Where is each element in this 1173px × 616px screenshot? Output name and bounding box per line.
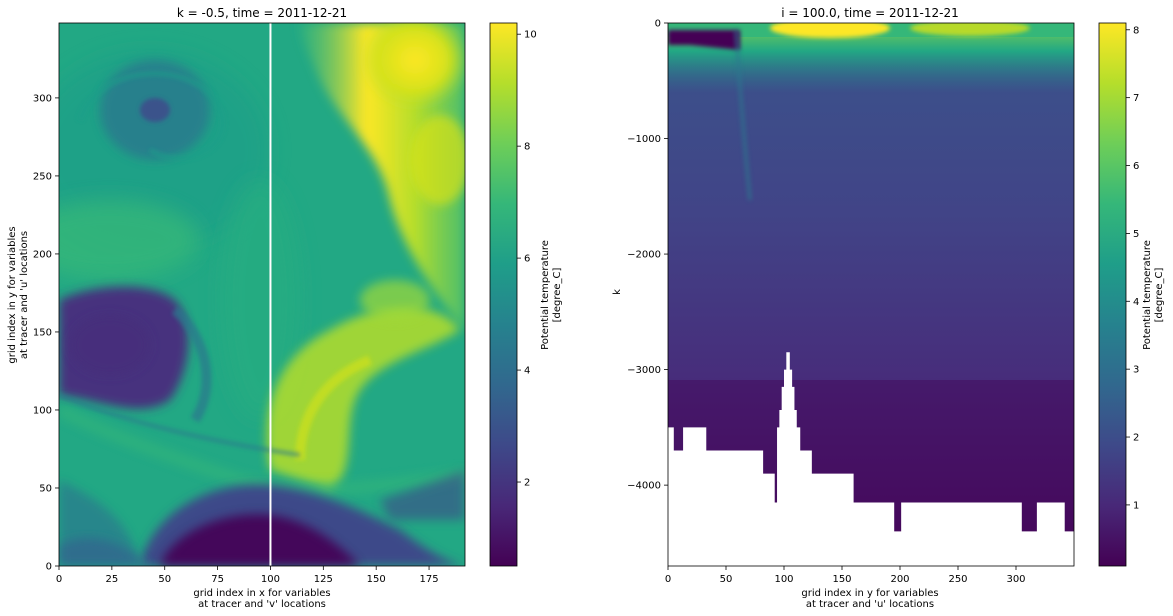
x-tick-label: 100 bbox=[261, 574, 280, 585]
colorbar-tick-label: 8 bbox=[1133, 25, 1139, 36]
right-colorbar-label-line2: [degree_C] bbox=[1154, 267, 1165, 322]
colorbar-tick-label: 6 bbox=[524, 254, 530, 265]
left-x-label-line1: grid index in x for variables bbox=[193, 588, 330, 599]
right-section-panel: i = 100.0, time = 2011-12-21 0 50 100 150 20… bbox=[612, 6, 1075, 610]
left-heatmap-panel: k = -0.5, time = 2011-12-21 bbox=[7, 6, 466, 610]
left-colorbar-label-line2: [degree_C] bbox=[552, 267, 563, 322]
left-heatmap-image bbox=[59, 23, 465, 566]
right-x-label-line1: grid index in y for variables bbox=[801, 588, 938, 599]
y-tick-label: 0 bbox=[655, 19, 661, 30]
x-tick-label: 125 bbox=[314, 574, 333, 585]
left-y-ticks: 0 50 100 150 200 250 300 bbox=[33, 93, 59, 573]
x-tick-label: 75 bbox=[211, 574, 224, 585]
y-tick-label: 250 bbox=[33, 171, 52, 182]
y-tick-label: 100 bbox=[33, 405, 52, 416]
y-tick-label: −3000 bbox=[627, 365, 661, 376]
right-heatmap-image bbox=[668, 23, 1074, 566]
bathymetry-mask bbox=[668, 352, 1074, 566]
x-tick-label: 100 bbox=[774, 574, 793, 585]
x-tick-label: 0 bbox=[56, 574, 62, 585]
right-x-ticks: 0 50 100 150 200 250 300 bbox=[665, 566, 1026, 585]
colorbar-tick-label: 2 bbox=[1133, 433, 1139, 444]
y-tick-label: 0 bbox=[46, 562, 52, 573]
x-tick-label: 0 bbox=[665, 574, 671, 585]
right-colorbar: 1 2 3 4 5 6 7 8 Potential temperature [degree_C… bbox=[1098, 22, 1165, 567]
x-tick-label: 25 bbox=[105, 574, 118, 585]
colorbar-tick-label: 10 bbox=[524, 30, 537, 41]
colorbar-tick-label: 4 bbox=[524, 366, 530, 377]
left-chart-title: k = -0.5, time = 2011-12-21 bbox=[177, 6, 347, 20]
x-tick-label: 150 bbox=[367, 574, 386, 585]
right-chart-title: i = 100.0, time = 2011-12-21 bbox=[781, 6, 959, 20]
y-tick-label: 50 bbox=[39, 483, 52, 494]
y-tick-label: 300 bbox=[33, 93, 52, 104]
colorbar-tick-label: 3 bbox=[1133, 365, 1139, 376]
left-y-label-line2: at tracer and 'u' locations bbox=[19, 231, 30, 359]
colorbar-tick-label: 6 bbox=[1133, 161, 1139, 172]
x-tick-label: 50 bbox=[720, 574, 733, 585]
x-tick-label: 200 bbox=[890, 574, 909, 585]
left-colorbar-ticks: 2 4 6 8 10 bbox=[517, 30, 537, 489]
right-x-label-line2: at tracer and 'u' locations bbox=[806, 599, 934, 610]
left-colorbar-label-line1: Potential temperature bbox=[540, 240, 551, 350]
x-tick-label: 150 bbox=[832, 574, 851, 585]
y-tick-label: 200 bbox=[33, 249, 52, 260]
left-y-label-line1: grid index in y for variables bbox=[7, 226, 18, 363]
colorbar-tick-label: 4 bbox=[1133, 297, 1139, 308]
colorbar-tick-label: 1 bbox=[1133, 500, 1139, 511]
y-tick-label: 150 bbox=[33, 327, 52, 338]
colorbar-tick-label: 8 bbox=[524, 142, 530, 153]
right-y-ticks: −4000 −3000 −2000 −1000 0 bbox=[627, 19, 668, 492]
right-y-label: k bbox=[612, 289, 623, 295]
right-colorbar-label-line1: Potential temperature bbox=[1142, 240, 1153, 350]
left-x-ticks: 0 25 50 75 100 125 150 175 bbox=[56, 566, 439, 585]
y-tick-label: −4000 bbox=[627, 481, 661, 492]
x-tick-label: 300 bbox=[1006, 574, 1025, 585]
y-tick-label: −2000 bbox=[627, 250, 661, 261]
x-tick-label: 50 bbox=[158, 574, 171, 585]
y-tick-label: −1000 bbox=[627, 134, 661, 145]
x-tick-label: 175 bbox=[420, 574, 439, 585]
colorbar-tick-label: 5 bbox=[1133, 229, 1139, 240]
right-colorbar-ticks: 1 2 3 4 5 6 7 8 bbox=[1126, 25, 1139, 511]
colorbar-tick-label: 7 bbox=[1133, 93, 1139, 104]
x-tick-label: 250 bbox=[948, 574, 967, 585]
left-colorbar: 2 4 6 8 10 Potential temperature [degree_C] bbox=[489, 22, 563, 567]
colorbar-tick-label: 2 bbox=[524, 478, 530, 489]
left-x-label-line2: at tracer and 'v' locations bbox=[198, 599, 326, 610]
